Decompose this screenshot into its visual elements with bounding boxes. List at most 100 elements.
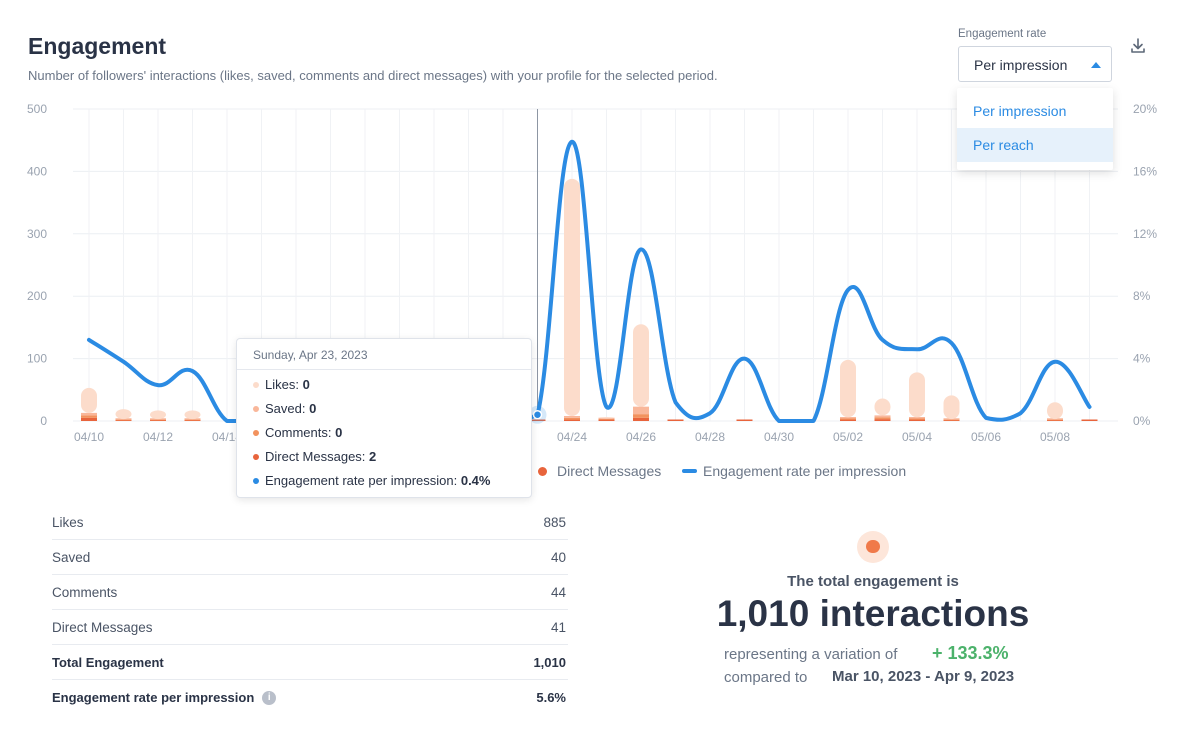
bar-saved <box>909 417 925 419</box>
x-tick-label: 04/12 <box>143 430 173 444</box>
tooltip-row-comments: Comments: 0 <box>253 425 342 440</box>
saved-dot-icon <box>253 405 259 412</box>
chart-tooltip: Sunday, Apr 23, 2023 Likes: 0 Saved: 0 C… <box>236 338 532 498</box>
tooltip-value: 0.4% <box>460 473 491 488</box>
bar-direct-messages <box>81 417 97 421</box>
bar-direct-messages <box>840 419 856 421</box>
tooltip-row-likes: Likes: 0 <box>253 377 310 392</box>
y-tick-label: 0 <box>40 414 47 428</box>
summary-compared-text: compared to <box>724 669 808 686</box>
stat-value: 40 <box>550 550 566 565</box>
bar-saved <box>81 412 97 416</box>
bar-direct-messages <box>1081 419 1098 421</box>
tooltip-value: 0 <box>309 401 317 416</box>
x-tick-label: 05/06 <box>971 430 1001 444</box>
stat-label: Direct Messages <box>52 620 153 635</box>
stat-value: 885 <box>543 515 566 530</box>
y2-tick-label: 20% <box>1133 102 1157 116</box>
x-tick-label: 05/02 <box>833 430 863 444</box>
x-tick-label: 05/08 <box>1040 430 1070 444</box>
bar-likes <box>598 417 615 419</box>
bar-likes <box>633 324 649 407</box>
summary-variation-value: + 133.3% <box>932 643 1009 663</box>
x-tick-label: 04/28 <box>695 430 725 444</box>
x-tick-label: 04/24 <box>557 430 587 444</box>
page-subtitle: Number of followers' interactions (likes… <box>28 68 718 83</box>
bar-saved <box>564 416 580 418</box>
bar-comments <box>81 415 97 418</box>
stat-row-total-engagement: Total Engagement 1,010 <box>52 645 568 680</box>
stat-label: Total Engagement <box>52 655 164 670</box>
y2-tick-label: 0% <box>1133 414 1151 428</box>
bar-comments <box>874 417 891 420</box>
legend-direct-messages[interactable]: Direct Messages <box>557 463 662 479</box>
legend-engagement-rate[interactable]: Engagement rate per impression <box>703 463 907 479</box>
bar-likes <box>184 410 201 420</box>
stat-value: 44 <box>550 585 566 600</box>
download-icon[interactable] <box>1128 36 1148 56</box>
stat-value: 5.6% <box>536 690 566 705</box>
bar-saved <box>633 406 649 415</box>
bar-likes <box>840 359 856 418</box>
bar-direct-messages <box>564 419 580 421</box>
x-tick-label: 05/04 <box>902 430 932 444</box>
x-tick-label: 04/10 <box>74 430 104 444</box>
tooltip-value: 0 <box>335 425 343 440</box>
bar-likes <box>874 398 891 416</box>
bar-likes <box>943 395 960 420</box>
engagement-rate-label: Engagement rate <box>958 28 1047 40</box>
bar-likes <box>909 372 925 418</box>
engagement-rate-select-value: Per impression <box>974 57 1068 73</box>
page-title: Engagement <box>28 33 167 59</box>
menu-item-per-reach[interactable]: Per reach <box>957 128 1113 162</box>
x-tick-label: 04/26 <box>626 430 656 444</box>
stat-label: Saved <box>52 550 91 565</box>
likes-dot-icon <box>253 381 259 388</box>
stat-row-comments: Comments 44 <box>52 575 568 610</box>
summary-compared-range: Mar 10, 2023 - Apr 9, 2023 <box>832 668 1015 685</box>
bar-direct-messages <box>598 419 615 421</box>
tooltip-row-engagement-rate: Engagement rate per impression: 0.4% <box>253 473 490 488</box>
stat-label: Engagement rate per impression <box>52 690 255 705</box>
menu-item-per-impression[interactable]: Per impression <box>973 103 1067 119</box>
tooltip-row-saved: Saved: 0 <box>253 401 316 416</box>
info-icon[interactable]: i <box>262 690 277 705</box>
y2-tick-label: 12% <box>1133 227 1157 241</box>
bar-direct-messages <box>874 419 891 421</box>
bar-saved <box>840 417 856 419</box>
x-tick-label: 04/14 <box>212 430 242 444</box>
bar-direct-messages <box>909 419 925 421</box>
stat-value: 1,010 <box>533 655 566 670</box>
stat-row-engagement-rate: Engagement rate per impression i 5.6% <box>52 680 568 715</box>
bar-comments <box>909 418 925 420</box>
y2-tick-label: 8% <box>1133 289 1151 303</box>
x-tick-label: 04/30 <box>764 430 794 444</box>
engagement-rate-dot-icon <box>253 477 259 484</box>
stat-value: 41 <box>550 620 566 635</box>
stat-row-direct-messages: Direct Messages 41 <box>52 610 568 645</box>
y-tick-label: 500 <box>27 102 47 116</box>
stat-label: Comments <box>52 585 118 600</box>
tooltip-label: Saved: <box>265 401 306 416</box>
bar-direct-messages <box>667 419 684 421</box>
bar-saved <box>874 415 891 418</box>
y2-tick-label: 16% <box>1133 164 1157 178</box>
y-tick-label: 200 <box>27 289 47 303</box>
summary-heading: The total engagement is <box>787 573 959 590</box>
bar-likes <box>150 410 166 420</box>
engagement-rate-select[interactable]: Per impression <box>958 46 1112 82</box>
tooltip-date: Sunday, Apr 23, 2023 <box>253 348 368 362</box>
direct-messages-dot-icon <box>253 453 259 460</box>
legend-direct-messages-swatch <box>538 467 547 476</box>
tooltip-row-direct-messages: Direct Messages: 2 <box>253 449 376 464</box>
bar-likes <box>1047 402 1063 420</box>
stat-label: Likes <box>52 515 84 530</box>
bar-likes <box>564 178 580 417</box>
summary-variation-text: representing a variation of <box>724 646 898 663</box>
bar-direct-messages <box>633 417 649 421</box>
y-tick-label: 100 <box>27 352 47 366</box>
stat-row-likes: Likes 885 <box>52 505 568 540</box>
bar-comments <box>840 418 856 420</box>
bar-likes <box>81 387 97 413</box>
tooltip-label: Direct Messages: <box>265 449 366 464</box>
